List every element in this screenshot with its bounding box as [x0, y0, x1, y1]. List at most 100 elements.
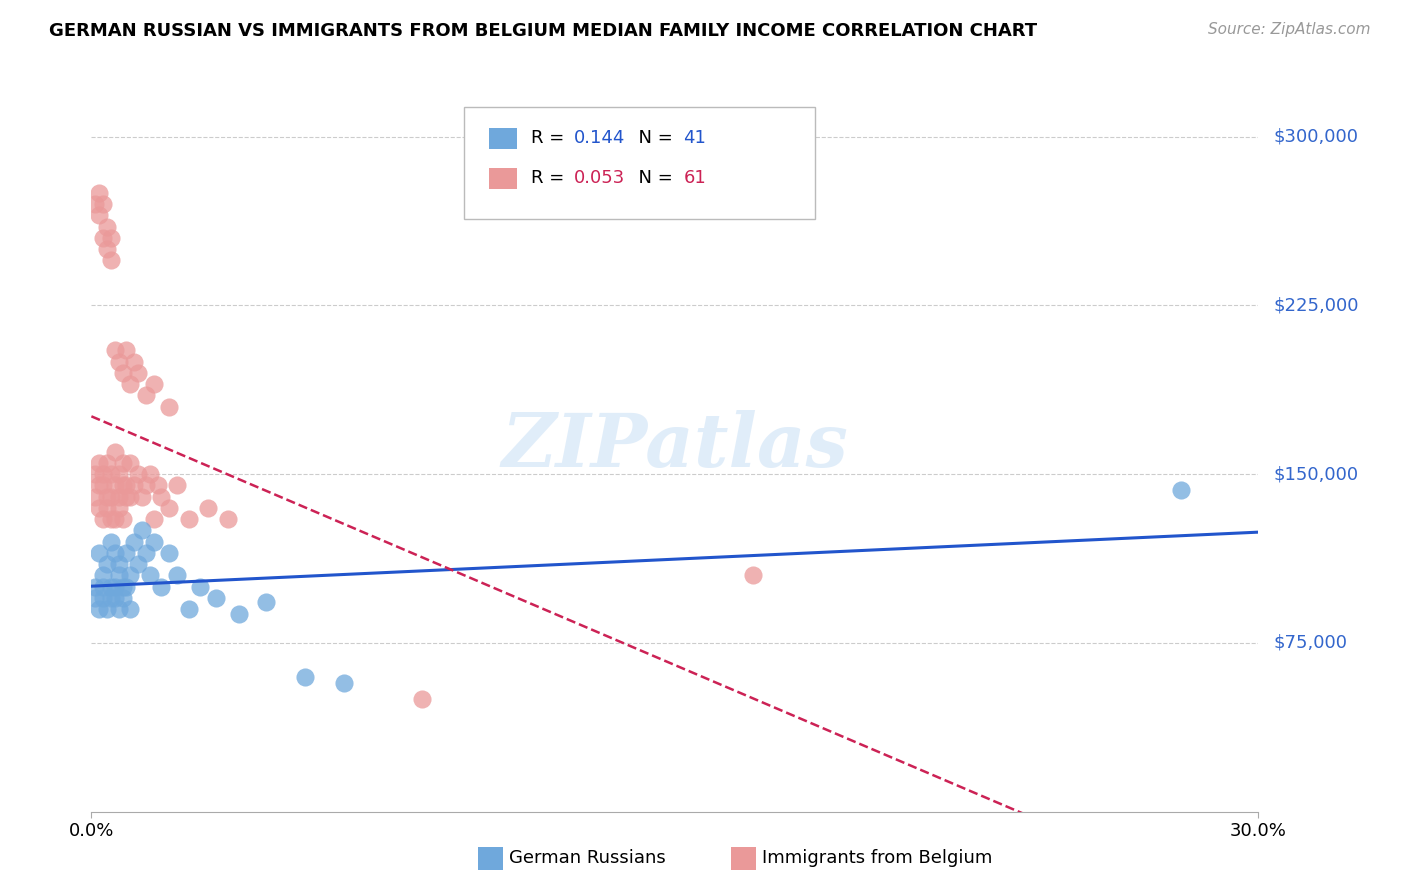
Point	[100, 253, 122, 268]
Point	[91, 231, 114, 245]
Point	[111, 591, 134, 605]
Point	[120, 602, 142, 616]
Point	[157, 500, 180, 515]
Point	[89, 208, 111, 222]
Point	[122, 534, 145, 549]
Point	[177, 512, 200, 526]
Point	[142, 534, 165, 549]
Point	[100, 591, 122, 605]
Point	[89, 186, 111, 200]
Point	[115, 490, 138, 504]
Text: $300,000: $300,000	[1274, 128, 1360, 145]
Point	[115, 478, 138, 492]
Point	[146, 478, 169, 492]
Text: $75,000: $75,000	[1274, 634, 1348, 652]
Point	[115, 546, 138, 560]
Point	[157, 546, 180, 560]
Point	[122, 478, 145, 492]
Point	[120, 490, 142, 504]
Point	[142, 512, 165, 526]
Point	[1170, 483, 1192, 497]
Point	[104, 546, 127, 560]
Point	[111, 456, 134, 470]
Point	[150, 580, 173, 594]
Point	[107, 557, 129, 571]
Point	[100, 580, 122, 594]
Point	[104, 478, 127, 492]
Point	[107, 467, 129, 482]
Point	[228, 607, 250, 621]
Text: 41: 41	[683, 129, 706, 147]
Text: 61: 61	[683, 169, 706, 187]
Point	[84, 580, 107, 594]
Text: ZIPatlas: ZIPatlas	[502, 409, 848, 483]
Point	[188, 580, 211, 594]
Point	[84, 467, 107, 482]
Text: $150,000: $150,000	[1274, 465, 1360, 483]
Point	[166, 478, 188, 492]
Point	[84, 490, 107, 504]
Point	[104, 580, 127, 594]
Point	[150, 490, 173, 504]
Text: 0.053: 0.053	[574, 169, 624, 187]
Point	[96, 490, 118, 504]
Point	[107, 354, 129, 368]
Text: GERMAN RUSSIAN VS IMMIGRANTS FROM BELGIUM MEDIAN FAMILY INCOME CORRELATION CHART: GERMAN RUSSIAN VS IMMIGRANTS FROM BELGIU…	[49, 22, 1038, 40]
Point	[138, 467, 162, 482]
Point	[96, 602, 118, 616]
Point	[96, 456, 118, 470]
Point	[91, 568, 114, 582]
Point	[205, 591, 228, 605]
Point	[741, 568, 763, 582]
Point	[100, 512, 122, 526]
Point	[166, 568, 188, 582]
Point	[131, 524, 153, 538]
Text: $225,000: $225,000	[1274, 296, 1360, 314]
Point	[107, 490, 129, 504]
Point	[135, 478, 157, 492]
Point	[120, 456, 142, 470]
Point	[157, 400, 180, 414]
Point	[107, 568, 129, 582]
Text: Immigrants from Belgium: Immigrants from Belgium	[762, 849, 993, 867]
Point	[96, 500, 118, 515]
Point	[96, 557, 118, 571]
Point	[127, 467, 149, 482]
Point	[104, 512, 127, 526]
Point	[142, 377, 165, 392]
Point	[91, 591, 114, 605]
Point	[107, 602, 129, 616]
Point	[104, 444, 127, 458]
Point	[111, 512, 134, 526]
Point	[135, 388, 157, 402]
Point	[100, 231, 122, 245]
Text: R =: R =	[531, 169, 571, 187]
Point	[115, 343, 138, 358]
Point	[96, 219, 118, 234]
Point	[120, 377, 142, 392]
Point	[177, 602, 200, 616]
Point	[89, 456, 111, 470]
Point	[138, 568, 162, 582]
Point	[256, 595, 278, 609]
Text: 0.144: 0.144	[574, 129, 626, 147]
Point	[84, 591, 107, 605]
Point	[84, 197, 107, 211]
Point	[89, 602, 111, 616]
Text: N =: N =	[627, 129, 679, 147]
Point	[127, 557, 149, 571]
Point	[135, 546, 157, 560]
Point	[111, 366, 134, 380]
Point	[91, 478, 114, 492]
Point	[96, 242, 118, 256]
Point	[89, 500, 111, 515]
Point	[89, 478, 111, 492]
Point	[115, 580, 138, 594]
Point	[89, 546, 111, 560]
Point	[100, 534, 122, 549]
Point	[100, 467, 122, 482]
Point	[197, 500, 219, 515]
Point	[127, 366, 149, 380]
Point	[104, 591, 127, 605]
Point	[120, 568, 142, 582]
